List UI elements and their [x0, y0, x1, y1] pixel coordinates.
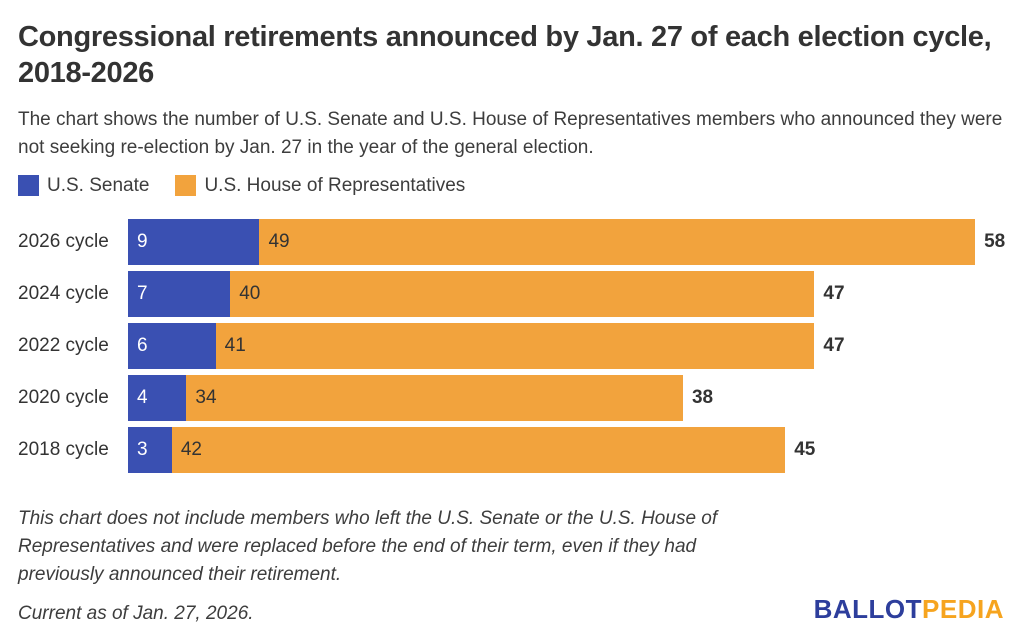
- bar-row: 2026 cycle 9 49 58: [18, 218, 1006, 265]
- senate-value-label: 4: [137, 386, 148, 408]
- category-label: 2022 cycle: [18, 334, 109, 356]
- total-value-label: 58: [984, 230, 1006, 252]
- bar-row: 2024 cycle 7 40 47: [18, 270, 1004, 317]
- ballotpedia-logo: BALLOTPEDIA: [814, 594, 1004, 625]
- bar-row: 2020 cycle 4 34 38: [18, 374, 1004, 421]
- total-value-label: 38: [691, 386, 714, 408]
- category-label: 2026 cycle: [18, 230, 109, 252]
- house-value-label: 40: [239, 282, 261, 304]
- legend: U.S. Senate U.S. House of Representative…: [18, 175, 1004, 197]
- house-bar-segment: 42: [171, 426, 786, 473]
- bar-track: 3 42 45: [128, 426, 1004, 473]
- total-value-label: 45: [794, 438, 816, 460]
- senate-value-label: 9: [137, 230, 148, 252]
- house-value-label: 49: [268, 230, 290, 252]
- senate-bar-segment: 7: [128, 270, 231, 317]
- bar-row: 2022 cycle 6 41 47: [18, 322, 1004, 369]
- current-as-of: Current as of Jan. 27, 2026.: [18, 603, 254, 624]
- senate-value-label: 6: [137, 334, 148, 356]
- senate-bar-segment: 9: [128, 218, 260, 265]
- senate-legend-label: U.S. Senate: [47, 174, 150, 196]
- total-value-label: 47: [823, 334, 845, 356]
- bar-chart: 2026 cycle 9 49 58 2024 cycle 7 40 47 2022 cycle…: [18, 218, 1006, 479]
- logo-pedia: PEDIA: [922, 594, 1004, 624]
- footer: Current as of Jan. 27, 2026. BALLOTPEDIA: [18, 594, 1004, 625]
- senate-value-label: 7: [137, 282, 148, 304]
- category-label: 2024 cycle: [18, 282, 109, 304]
- house-bar-segment: 49: [259, 218, 976, 265]
- house-bar-segment: 41: [215, 322, 815, 369]
- senate-bar-segment: 4: [128, 374, 187, 421]
- senate-bar-segment: 3: [128, 426, 172, 473]
- bar-track: 6 41 47: [128, 322, 1004, 369]
- bar-track: 4 34 38: [128, 374, 1004, 421]
- senate-value-label: 3: [137, 438, 148, 460]
- chart-subtitle: The chart shows the number of U.S. Senat…: [18, 108, 1003, 159]
- bar-track: 9 49 58: [128, 218, 1006, 265]
- house-bar-segment: 34: [186, 374, 683, 421]
- house-value-label: 42: [180, 438, 202, 460]
- category-label: 2020 cycle: [18, 386, 109, 408]
- page-title: Congressional retirements announced by J…: [18, 21, 992, 89]
- category-label: 2018 cycle: [18, 438, 109, 460]
- total-value-label: 47: [823, 282, 845, 304]
- house-legend-swatch: [175, 175, 197, 197]
- footnote: This chart does not include members who …: [18, 507, 718, 585]
- legend-item-house: U.S. House of Representatives: [175, 175, 465, 197]
- house-value-label: 41: [224, 334, 246, 356]
- senate-bar-segment: 6: [128, 322, 216, 369]
- house-value-label: 34: [195, 386, 217, 408]
- logo-ballot: BALLOT: [813, 594, 923, 624]
- senate-legend-swatch: [18, 175, 39, 197]
- bar-row: 2018 cycle 3 42 45: [18, 426, 1004, 473]
- bar-track: 7 40 47: [128, 270, 1004, 317]
- legend-item-senate: U.S. Senate: [18, 175, 149, 197]
- house-bar-segment: 40: [230, 270, 815, 317]
- house-legend-label: U.S. House of Representatives: [204, 174, 466, 196]
